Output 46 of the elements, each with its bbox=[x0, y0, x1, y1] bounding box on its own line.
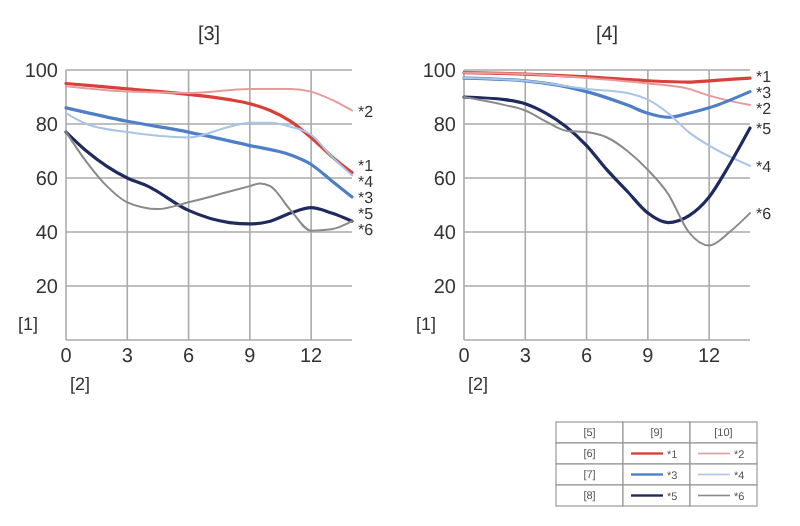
x-tick-label: 3 bbox=[519, 346, 532, 368]
series-label: *6 bbox=[358, 221, 375, 240]
x-tick-label: 0 bbox=[60, 346, 73, 368]
y-tick-label: 80 bbox=[35, 115, 59, 137]
x-axis-title: [2] bbox=[70, 374, 91, 394]
x-tick-label: 3 bbox=[121, 346, 134, 368]
text: *4 bbox=[756, 157, 772, 176]
series-label: *4 bbox=[358, 173, 375, 192]
x-tick-label: 6 bbox=[183, 346, 196, 368]
line-series bbox=[64, 81, 354, 175]
y-tick-label: 100 bbox=[422, 61, 457, 83]
x-tick-label: 6 bbox=[581, 346, 594, 368]
line-series bbox=[64, 106, 354, 199]
line-series bbox=[65, 85, 353, 112]
text: *6 bbox=[756, 205, 772, 224]
line-series bbox=[463, 77, 751, 167]
y-tick-label: 40 bbox=[35, 223, 59, 245]
y-tick-label: 40 bbox=[433, 223, 457, 245]
x-axis-title: [2] bbox=[468, 374, 489, 394]
text: *3 bbox=[756, 83, 772, 102]
series-label: *2 bbox=[358, 102, 375, 121]
text: *1 bbox=[756, 67, 772, 86]
line-series bbox=[462, 95, 752, 225]
x-tick-label: 12 bbox=[300, 346, 324, 368]
y-tick-label: 100 bbox=[24, 61, 59, 83]
series-label: *1 bbox=[358, 157, 375, 176]
x-tick-label: 0 bbox=[458, 346, 471, 368]
line-series bbox=[462, 76, 752, 119]
line-series bbox=[65, 112, 353, 177]
series-label: *3 bbox=[358, 189, 375, 208]
series-label: *5 bbox=[358, 205, 375, 224]
y-axis-title: [1] bbox=[416, 314, 437, 334]
text: *2 bbox=[756, 99, 772, 118]
chart-title: [4] bbox=[595, 24, 619, 46]
x-tick-label: 9 bbox=[244, 346, 257, 368]
y-tick-label: 60 bbox=[35, 169, 59, 191]
y-tick-label: 20 bbox=[35, 277, 59, 299]
y-tick-label: 20 bbox=[433, 277, 457, 299]
y-axis-title: [1] bbox=[18, 314, 39, 334]
x-tick-label: 12 bbox=[698, 346, 722, 368]
y-tick-label: 60 bbox=[433, 169, 457, 191]
x-tick-label: 9 bbox=[642, 346, 655, 368]
chart-title: [3] bbox=[197, 24, 221, 46]
line-series bbox=[463, 96, 751, 247]
y-tick-label: 80 bbox=[433, 115, 457, 137]
text: *5 bbox=[756, 120, 772, 139]
